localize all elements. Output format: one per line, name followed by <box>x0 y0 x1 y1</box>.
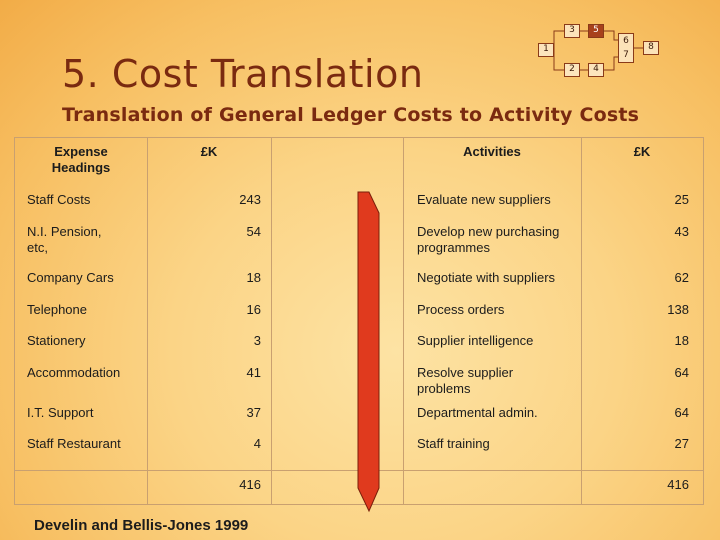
expense-amount: 18 <box>246 270 261 285</box>
translation-arrow-icon <box>357 191 380 513</box>
network-node: 2 <box>564 63 580 77</box>
activity-total: 416 <box>667 477 689 492</box>
expense-amount: 41 <box>246 365 261 380</box>
expense-heading: Telephone <box>27 302 87 317</box>
expense-amount-header: £K <box>200 144 218 159</box>
expense-headings-header: Expense Headings <box>51 144 111 175</box>
expense-amount: 4 <box>253 436 261 451</box>
network-connectors <box>553 30 643 71</box>
expense-heading: Accommodation <box>27 365 121 380</box>
activity-name: Develop new purchasing programmes <box>417 224 560 255</box>
table-divider <box>403 138 404 504</box>
activity-name: Resolve supplier problems <box>417 365 514 396</box>
activity-name: Supplier intelligence <box>417 333 534 348</box>
activity-amount: 27 <box>674 436 689 451</box>
activities-header: Activities <box>463 144 521 159</box>
activity-name: Process orders <box>417 302 505 317</box>
slide-title: 5. Cost Translation <box>62 52 424 96</box>
network-node-label: 7 <box>623 50 629 60</box>
network-node: 8 <box>643 41 659 55</box>
network-node: 5 <box>588 24 604 38</box>
expense-amount: 243 <box>239 192 261 207</box>
activity-amount: 138 <box>667 302 689 317</box>
activity-amount-header: £K <box>633 144 651 159</box>
activity-amount: 62 <box>674 270 689 285</box>
expense-heading: Staff Restaurant <box>27 436 121 451</box>
table-divider <box>147 138 148 504</box>
expense-amount: 54 <box>246 224 261 239</box>
source-credit: Develin and Bellis-Jones 1999 <box>34 517 249 534</box>
network-diagram-icon: 1 3 2 5 4 6 7 8 <box>536 18 676 88</box>
expense-amount: 37 <box>246 405 261 420</box>
expense-amount: 3 <box>253 333 261 348</box>
expense-heading: Company Cars <box>27 270 114 285</box>
network-node: 6 7 <box>618 33 634 63</box>
table-divider <box>581 138 582 504</box>
network-node: 3 <box>564 24 580 38</box>
table-divider <box>271 138 272 504</box>
slide-subtitle: Translation of General Ledger Costs to A… <box>62 104 640 126</box>
expense-amount: 16 <box>246 302 261 317</box>
expense-heading: Stationery <box>27 333 86 348</box>
activity-amount: 18 <box>674 333 689 348</box>
activity-amount: 64 <box>674 365 689 380</box>
activity-amount: 43 <box>674 224 689 239</box>
network-node-label: 6 <box>623 36 629 46</box>
expense-heading: Staff Costs <box>27 192 91 207</box>
activity-amount: 25 <box>674 192 689 207</box>
expense-heading: N.I. Pension, etc, <box>27 224 102 255</box>
activity-name: Negotiate with suppliers <box>417 270 556 285</box>
expense-heading: I.T. Support <box>27 405 94 420</box>
activity-name: Departmental admin. <box>417 405 538 420</box>
expense-total: 416 <box>239 477 261 492</box>
activity-name: Staff training <box>417 436 490 451</box>
cost-translation-table: Expense Headings £K Activities £K Staff … <box>14 137 704 505</box>
network-node: 1 <box>538 43 554 57</box>
network-node: 4 <box>588 63 604 77</box>
activity-name: Evaluate new suppliers <box>417 192 551 207</box>
activity-amount: 64 <box>674 405 689 420</box>
